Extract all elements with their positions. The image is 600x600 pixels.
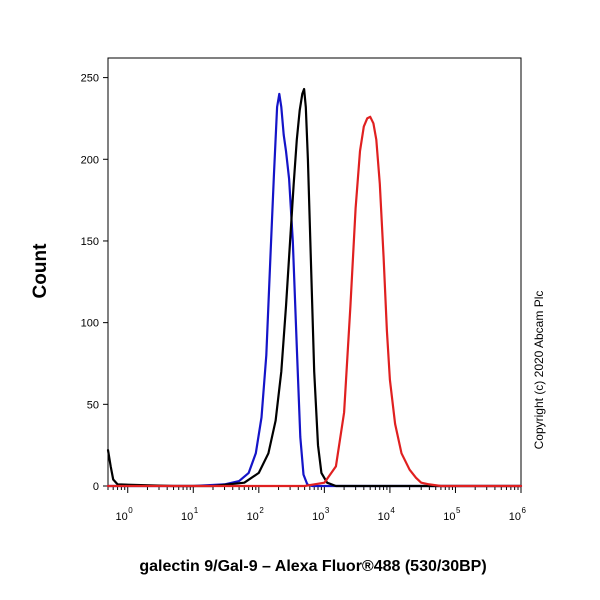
y-axis: 0 50 100 150 200 250 xyxy=(81,73,108,493)
x-tick-exponent: 5 xyxy=(456,506,461,515)
x-tick-label: 10 xyxy=(115,511,127,523)
x-tick-base: 10 xyxy=(443,511,455,523)
copyright-notice: Copyright (c) 2020 Abcam Plc xyxy=(532,291,546,450)
x-tick-exponent: 3 xyxy=(325,506,330,515)
x-axis-title: galectin 9/Gal-9 – Alexa Fluor®488 (530/… xyxy=(139,558,486,575)
x-tick-base: 10 xyxy=(312,511,324,523)
y-tick-label: 50 xyxy=(87,399,99,411)
y-axis-title: Count xyxy=(30,243,51,299)
histogram-series-2 xyxy=(106,87,523,488)
x-tick-base: 10 xyxy=(115,511,127,523)
x-tick-label: 10 xyxy=(312,511,324,523)
x-tick-base: 10 xyxy=(378,511,390,523)
x-tick-label: 10 xyxy=(509,511,521,523)
y-tick-label: 250 xyxy=(81,73,99,85)
y-tick-label: 200 xyxy=(81,154,99,166)
x-tick-exponent: 0 xyxy=(128,506,133,515)
series-layer xyxy=(106,87,523,488)
plot-area-frame xyxy=(107,57,522,487)
x-tick-exponent: 1 xyxy=(194,506,199,515)
x-tick-label: 10 xyxy=(247,511,259,523)
x-tick-label: 10 xyxy=(181,511,193,523)
y-tick-label: 150 xyxy=(81,236,99,248)
x-tick-exponent: 2 xyxy=(259,506,264,515)
x-tick-label: 10 xyxy=(443,511,455,523)
x-tick-base: 10 xyxy=(247,511,259,523)
x-tick-label: 10 xyxy=(378,511,390,523)
histogram-series-3 xyxy=(106,115,523,488)
y-tick-label: 0 xyxy=(93,481,99,493)
y-tick-label: 100 xyxy=(81,318,99,330)
x-tick-exponent: 4 xyxy=(390,506,395,515)
x-tick-exponent: 6 xyxy=(522,506,527,515)
x-tick-base: 10 xyxy=(509,511,521,523)
x-tick-base: 10 xyxy=(181,511,193,523)
histogram-series-1 xyxy=(106,92,523,488)
